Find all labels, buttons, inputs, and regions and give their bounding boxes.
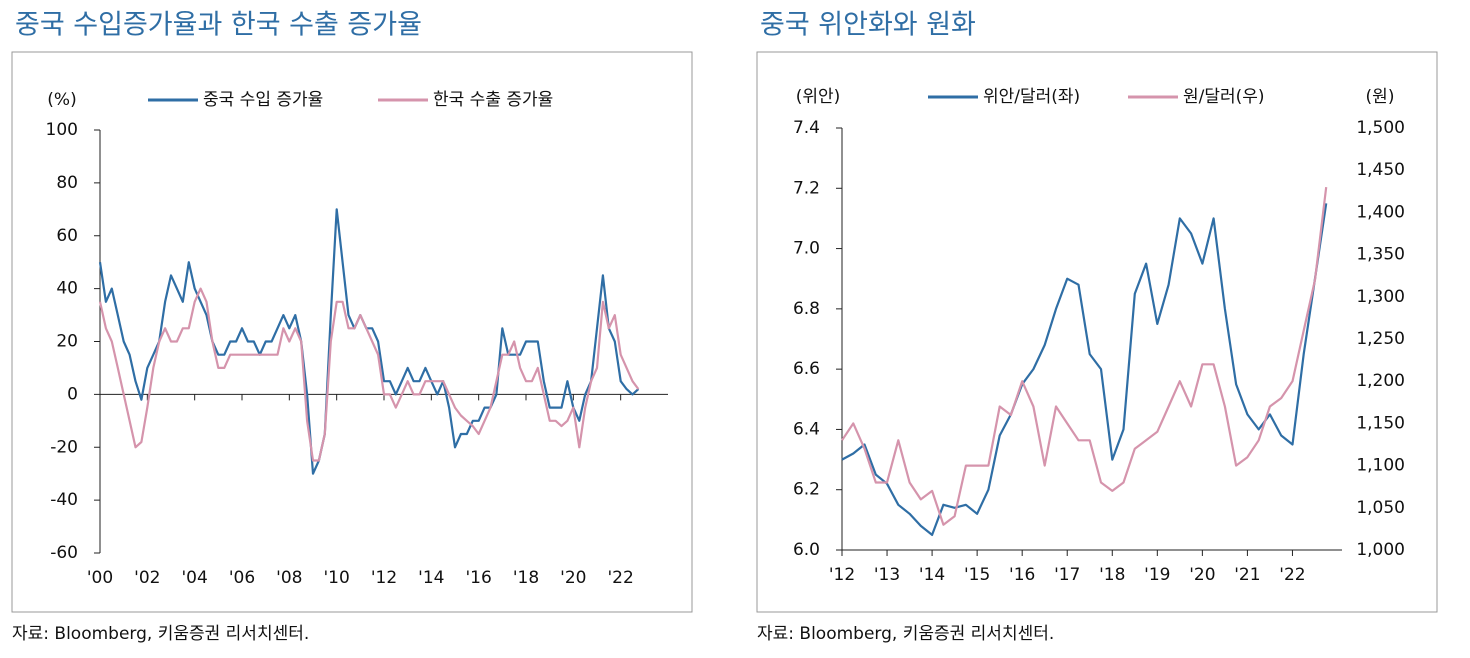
y2-tick-label: 1,250 xyxy=(1356,329,1405,349)
y2-tick-label: 1,100 xyxy=(1356,456,1405,476)
y-tick-label: 7.4 xyxy=(793,118,820,138)
y2-tick-label: 1,450 xyxy=(1356,160,1405,180)
legend-label: 원/달러(우) xyxy=(1183,87,1265,107)
y-tick-label: 7.0 xyxy=(793,239,820,259)
panel-frame xyxy=(11,51,693,613)
x-tick-label: '04 xyxy=(182,568,208,588)
y-tick-label: -60 xyxy=(50,543,78,563)
y2-tick-label: 1,300 xyxy=(1356,287,1405,307)
x-tick-label: '21 xyxy=(1234,565,1260,585)
x-tick-label: '17 xyxy=(1054,565,1080,585)
y2-axis-unit: (원) xyxy=(1366,87,1395,107)
y-tick-label: 6.0 xyxy=(793,540,820,560)
x-tick-label: '02 xyxy=(134,568,160,588)
x-tick-label: '16 xyxy=(466,568,492,588)
x-tick-label: '14 xyxy=(418,568,444,588)
y-tick-label: 0 xyxy=(67,384,78,404)
y2-tick-label: 1,350 xyxy=(1356,245,1405,265)
x-tick-label: '16 xyxy=(1009,565,1035,585)
data-line xyxy=(98,208,640,475)
y-tick-label: 7.2 xyxy=(793,178,820,198)
y2-tick-label: 1,050 xyxy=(1356,498,1405,518)
x-tick-label: '20 xyxy=(1189,565,1215,585)
y-tick-label: 6.2 xyxy=(793,480,820,500)
y-tick-label: 40 xyxy=(56,279,78,299)
x-tick-label: '10 xyxy=(324,568,350,588)
data-line xyxy=(841,203,1328,536)
x-tick-label: '19 xyxy=(1144,565,1170,585)
y2-tick-label: 1,000 xyxy=(1356,540,1405,560)
x-tick-label: '14 xyxy=(919,565,945,585)
data-line xyxy=(841,186,1328,526)
legend-label: 중국 수입 증가율 xyxy=(203,90,323,110)
y-tick-label: -20 xyxy=(50,437,78,457)
y2-tick-label: 1,400 xyxy=(1356,202,1405,222)
chart-title: 중국 수입증가율과 한국 수출 증가율 xyxy=(15,10,422,41)
x-tick-label: '12 xyxy=(371,568,397,588)
x-tick-label: '22 xyxy=(1279,565,1305,585)
y-tick-label: 6.4 xyxy=(793,419,820,439)
x-tick-label: '18 xyxy=(513,568,539,588)
y-tick-label: 100 xyxy=(46,120,78,140)
x-tick-label: '08 xyxy=(276,568,302,588)
y-tick-label: 60 xyxy=(56,226,78,246)
x-tick-label: '22 xyxy=(608,568,634,588)
source-note: 자료: Bloomberg, 키움증권 리서치센터. xyxy=(12,624,309,644)
y-axis-unit: (위안) xyxy=(796,87,841,107)
source-note: 자료: Bloomberg, 키움증권 리서치센터. xyxy=(757,624,1054,644)
x-tick-label: '15 xyxy=(964,565,990,585)
y-tick-label: 6.6 xyxy=(793,359,820,379)
y-tick-label: 80 xyxy=(56,173,78,193)
x-tick-label: '00 xyxy=(87,568,113,588)
panel-frame xyxy=(756,51,1438,613)
data-line xyxy=(98,287,640,462)
y2-tick-label: 1,200 xyxy=(1356,371,1405,391)
x-tick-label: '20 xyxy=(560,568,586,588)
x-tick-label: '13 xyxy=(874,565,900,585)
x-tick-label: '06 xyxy=(229,568,255,588)
y-axis-unit: (%) xyxy=(47,90,76,110)
y-tick-label: 6.8 xyxy=(793,299,820,319)
y-tick-label: 20 xyxy=(56,332,78,352)
x-tick-label: '18 xyxy=(1099,565,1125,585)
y2-tick-label: 1,500 xyxy=(1356,118,1405,138)
x-tick-label: '12 xyxy=(829,565,855,585)
y2-tick-label: 1,150 xyxy=(1356,413,1405,433)
chart-title: 중국 위안화와 원화 xyxy=(760,10,976,41)
y-tick-label: -40 xyxy=(50,490,78,510)
legend-label: 위안/달러(좌) xyxy=(983,87,1080,107)
legend-label: 한국 수출 증가율 xyxy=(433,90,553,110)
